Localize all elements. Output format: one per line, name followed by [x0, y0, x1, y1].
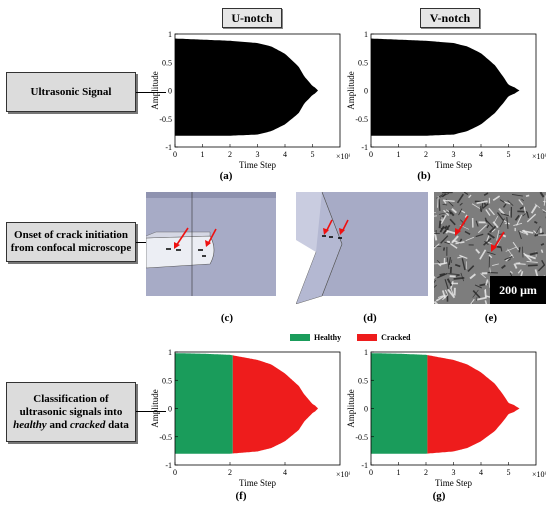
- signal-area: [371, 38, 520, 136]
- x-multiplier: ×10⁶: [336, 152, 350, 161]
- x-tick-label: 2: [228, 468, 232, 477]
- x-tick-label: 3: [452, 150, 456, 159]
- row-connector-3: [136, 411, 166, 412]
- y-tick-label: 1: [168, 348, 172, 357]
- x-multiplier: ×10⁶: [336, 470, 350, 479]
- x-tick-label: 0: [173, 150, 177, 159]
- y-axis-label: Amplitude: [150, 389, 160, 428]
- caption-b: (b): [417, 170, 431, 182]
- x-tick-label: 2: [424, 150, 428, 159]
- x-multiplier: ×10⁶: [532, 470, 546, 479]
- y-tick-label: -0.5: [159, 115, 172, 124]
- legend-cracked-label: Cracked: [381, 333, 411, 342]
- y-tick-label: 0.5: [358, 58, 368, 67]
- caption-g: (g): [432, 490, 446, 502]
- x-tick-label: 2: [228, 150, 232, 159]
- y-tick-label: 0: [168, 405, 172, 414]
- x-tick-label: 5: [311, 150, 315, 159]
- x-tick-label: 0: [369, 150, 373, 159]
- x-axis-label: Time Step: [239, 478, 276, 488]
- y-tick-label: 1: [364, 30, 368, 39]
- x-tick-label: 3: [256, 150, 260, 159]
- y-tick-label: 0: [364, 405, 368, 414]
- y-tick-label: 0: [168, 87, 172, 96]
- caption-f: (f): [235, 490, 247, 502]
- x-tick-label: 5: [507, 150, 511, 159]
- x-tick-label: 2: [424, 468, 428, 477]
- y-tick-label: -1: [361, 461, 368, 470]
- x-tick-label: 5: [507, 468, 511, 477]
- x-axis-label: Time Step: [239, 160, 276, 170]
- y-tick-label: 0.5: [358, 376, 368, 385]
- y-tick-label: -0.5: [355, 115, 368, 124]
- x-tick-label: 4: [283, 468, 287, 477]
- u-notch-model-image: [146, 192, 276, 296]
- row-label-ultrasonic-signal: Ultrasonic Signal: [6, 72, 136, 112]
- y-tick-label: -0.5: [159, 433, 172, 442]
- healthy-signal-area: [175, 353, 233, 454]
- cracked-signal-area: [232, 355, 318, 454]
- cracked-signal-area: [427, 355, 520, 454]
- row-connector-2: [136, 242, 146, 243]
- y-tick-label: -1: [165, 461, 172, 470]
- legend-cracked-swatch: [357, 334, 378, 341]
- caption-c: (c): [220, 312, 234, 324]
- caption-e: (e): [484, 312, 498, 324]
- y-tick-label: 0: [364, 87, 368, 96]
- x-tick-label: 1: [397, 468, 401, 477]
- y-tick-label: 0.5: [162, 58, 172, 67]
- y-tick-label: -1: [361, 143, 368, 152]
- legend-healthy-label: Healthy: [314, 333, 342, 342]
- row-label-classification: Classification of ultrasonic signals int…: [6, 382, 136, 442]
- x-axis-label: Time Step: [435, 478, 472, 488]
- x-tick-label: 3: [452, 468, 456, 477]
- row-connector-1: [136, 92, 166, 93]
- v-notch-header: V-notch: [420, 8, 480, 28]
- x-multiplier: ×10⁶: [532, 152, 546, 161]
- u-notch-header: U-notch: [222, 8, 282, 28]
- y-axis-label: Amplitude: [346, 389, 356, 428]
- y-tick-label: 0.5: [162, 376, 172, 385]
- y-tick-label: -0.5: [355, 433, 368, 442]
- legend: Healthy Cracked: [290, 333, 410, 342]
- x-tick-label: 4: [283, 150, 287, 159]
- confocal-micrograph-image: [434, 192, 546, 304]
- y-tick-label: 1: [364, 348, 368, 357]
- y-tick-label: -1: [165, 143, 172, 152]
- y-axis-label: Amplitude: [150, 71, 160, 110]
- v-notch-model-image: [296, 192, 428, 304]
- caption-a: (a): [219, 170, 233, 182]
- signal-area: [175, 38, 318, 136]
- x-axis-label: Time Step: [435, 160, 472, 170]
- healthy-signal-area: [371, 353, 428, 454]
- caption-d: (d): [363, 312, 377, 324]
- y-axis-label: Amplitude: [346, 71, 356, 110]
- x-tick-label: 0: [173, 468, 177, 477]
- x-tick-label: 1: [201, 150, 205, 159]
- y-tick-label: 1: [168, 30, 172, 39]
- legend-healthy-swatch: [290, 334, 310, 341]
- x-tick-label: 1: [397, 150, 401, 159]
- scale-bar-label: 200 μm: [499, 283, 537, 297]
- x-tick-label: 0: [369, 468, 373, 477]
- x-tick-label: 4: [479, 150, 483, 159]
- x-tick-label: 4: [479, 468, 483, 477]
- row-label-crack-initiation: Onset of crack initiation from confocal …: [6, 222, 136, 262]
